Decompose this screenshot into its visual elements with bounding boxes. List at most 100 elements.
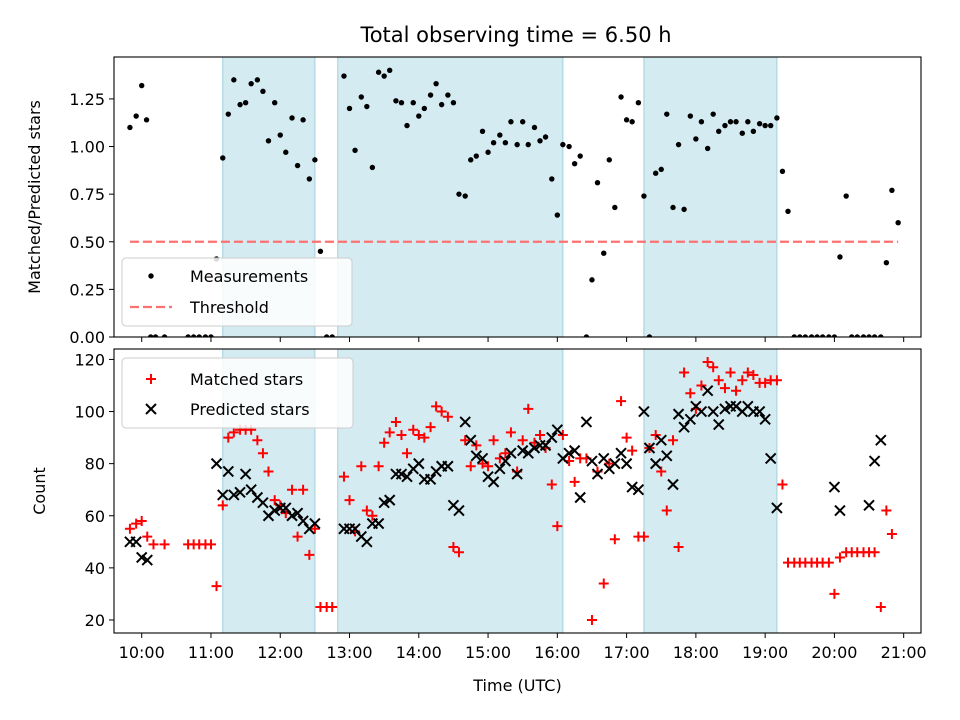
- measurement-point: [190, 334, 197, 337]
- measurement-point: [849, 334, 855, 337]
- predicted-star-point: [383, 494, 396, 506]
- measurement-point: [514, 141, 520, 148]
- measurement-point: [814, 334, 820, 337]
- x-axis-label: Time (UTC): [472, 676, 561, 695]
- measurement-point: [618, 94, 624, 100]
- predicted-star-point: [719, 403, 731, 415]
- predicted-star-point: [638, 405, 650, 418]
- predicted-star-point: [245, 483, 257, 496]
- legend-label: Measurements: [190, 267, 308, 286]
- matched-star-point: [535, 429, 546, 440]
- predicted-star-point: [222, 465, 235, 478]
- predicted-star-point: [470, 450, 482, 462]
- predicted-star-point: [268, 504, 281, 517]
- legend-box: [121, 357, 354, 429]
- measurement-point: [606, 157, 612, 163]
- measurement-point: [323, 334, 330, 337]
- matched-star-point: [621, 432, 632, 443]
- measurement-point: [826, 334, 832, 337]
- matched-star-point: [500, 448, 511, 459]
- measurement-point: [445, 92, 451, 98]
- matched-star-point: [356, 461, 367, 472]
- measurement-point: [490, 140, 497, 146]
- measurement-point: [369, 164, 376, 171]
- measurement-point: [294, 162, 301, 169]
- x-tick-label: 10:00: [119, 643, 165, 662]
- matched-star-point: [425, 422, 436, 433]
- measurement-point: [767, 122, 774, 129]
- matched-star-point: [483, 461, 494, 472]
- measurement-point: [681, 206, 687, 213]
- matched-star-point: [390, 416, 401, 427]
- measurement-point: [670, 204, 676, 211]
- measurement-point: [878, 334, 884, 337]
- matched-star-point: [557, 429, 568, 440]
- matched-star-point: [881, 505, 892, 516]
- matched-star-point: [408, 424, 419, 435]
- y-tick-label: 1.00: [69, 138, 105, 157]
- measurement-point: [658, 166, 664, 173]
- measurement-point: [733, 119, 739, 125]
- shaded-interval: [337, 348, 564, 634]
- measurement-point: [519, 119, 526, 125]
- predicted-star-point: [649, 457, 662, 470]
- y-tick-label: 100: [74, 403, 105, 422]
- measurement-point: [860, 334, 867, 337]
- predicted-star-point: [239, 468, 252, 480]
- predicted-star-point: [511, 468, 523, 480]
- measurement-point: [416, 113, 422, 119]
- matched-star-point: [211, 581, 222, 592]
- measurement-point: [242, 100, 249, 106]
- legend-box: [121, 257, 353, 327]
- matched-star-point: [252, 435, 263, 446]
- predicted-star-point: [297, 515, 309, 527]
- y-tick-label: 0.00: [69, 328, 105, 347]
- measurement-point: [375, 69, 382, 75]
- matched-star-point: [748, 370, 759, 381]
- matched-star-point: [737, 375, 748, 386]
- measurement-point: [739, 130, 745, 136]
- predicted-star-point: [442, 460, 454, 472]
- predicted-star-point: [539, 439, 552, 452]
- measurement-point: [456, 191, 462, 197]
- predicted-star-point: [372, 517, 385, 530]
- measurement-point: [381, 73, 387, 79]
- matched-star-point: [292, 531, 303, 542]
- measurement-point: [629, 119, 635, 125]
- measurement-point: [583, 334, 590, 337]
- measurement-point: [508, 119, 514, 125]
- matched-star-point: [413, 429, 424, 440]
- chart-title: Total observing time = 6.50 h: [359, 23, 671, 47]
- predicted-star-point: [401, 470, 413, 483]
- matched-star-point: [685, 388, 696, 399]
- y-tick-label: 0.50: [69, 233, 105, 252]
- matched-star-point: [656, 466, 667, 477]
- y-tick-label: 0.25: [69, 280, 105, 299]
- measurement-point: [549, 176, 555, 182]
- predicted-star-point: [632, 483, 645, 496]
- matched-star-point: [771, 375, 782, 386]
- measurement-point: [525, 141, 531, 148]
- measurement-point: [139, 82, 145, 89]
- matched-star-point: [834, 552, 845, 563]
- measurement-point: [646, 334, 653, 337]
- measurement-point: [675, 141, 682, 148]
- predicted-star-point: [291, 507, 304, 519]
- measurement-point: [479, 128, 486, 134]
- measurement-point: [808, 334, 815, 337]
- measurement-point: [485, 149, 491, 155]
- measurement-point: [623, 117, 630, 123]
- y-tick-label: 120: [74, 350, 105, 369]
- matched-star-point: [668, 435, 679, 446]
- matched-star-point: [379, 437, 390, 448]
- y-axis-label: Count: [30, 467, 49, 515]
- matched-star-point: [373, 461, 384, 472]
- measurement-point: [329, 334, 335, 337]
- legend-label: Matched stars: [190, 370, 303, 389]
- predicted-star-point: [759, 413, 771, 426]
- predicted-star-point: [465, 434, 477, 446]
- measurement-point: [450, 100, 457, 106]
- measurement-point: [831, 334, 838, 337]
- predicted-star-point: [309, 517, 321, 530]
- matched-star-point: [402, 448, 413, 459]
